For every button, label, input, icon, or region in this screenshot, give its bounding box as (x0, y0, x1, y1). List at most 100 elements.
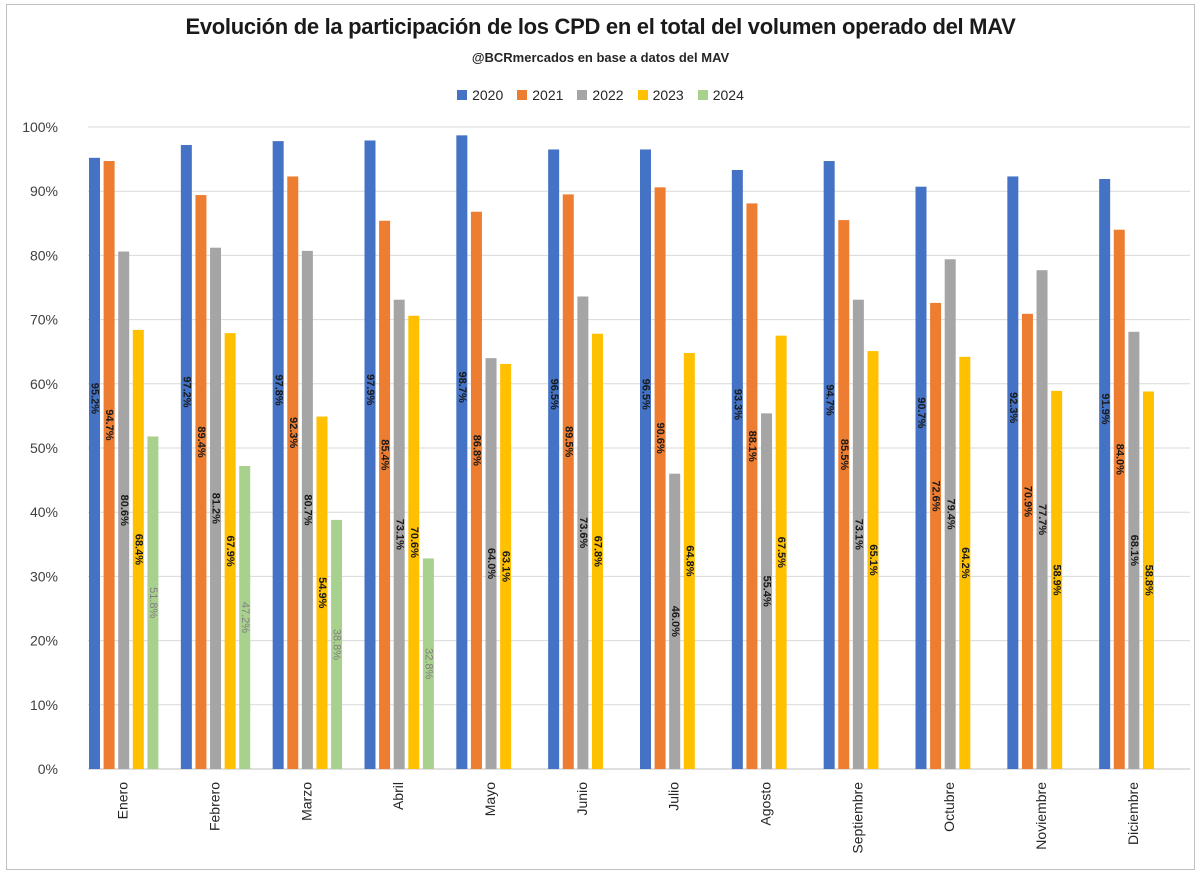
bar-2023-julio (683, 352, 695, 769)
x-axis: Enero Febrero Marzo Abril Mayo Junio Julio Agos… (115, 782, 1141, 854)
bar-2022-mayo (485, 358, 497, 769)
x-tick-label: Octubre (941, 782, 957, 832)
bar-2020-marzo (272, 141, 284, 769)
bar-2023-febrero (224, 333, 236, 769)
data-label: 79.4% (944, 499, 956, 530)
legend-label-2021: 2021 (532, 87, 564, 103)
y-tick-label: 30% (30, 568, 58, 584)
data-label: 64.8% (683, 545, 695, 576)
data-label: 38.8% (331, 629, 343, 660)
data-label: 97.8% (272, 374, 284, 405)
legend-item-2023: 2023 (637, 87, 684, 103)
data-label: 95.2% (89, 383, 101, 414)
bar-2022-junio (577, 296, 589, 769)
bar-2021-julio (654, 187, 666, 769)
data-label: 55.4% (761, 576, 773, 607)
data-label: 81.2% (210, 493, 222, 524)
bar-2022-diciembre (1128, 331, 1140, 769)
y-tick-label: 90% (30, 183, 58, 199)
data-label: 94.7% (103, 409, 115, 440)
data-label: 63.1% (500, 551, 512, 582)
data-label: 73.1% (393, 519, 405, 550)
legend-item-2024: 2024 (697, 87, 744, 103)
bar-2023-enero (132, 329, 144, 769)
data-label: 84.0% (1113, 444, 1125, 475)
data-label: 97.9% (364, 374, 376, 405)
legend-swatch-2022 (577, 90, 588, 100)
data-label: 96.5% (640, 379, 652, 410)
legend-label-2024: 2024 (712, 87, 744, 103)
legend-label-2022: 2022 (592, 87, 624, 103)
data-label: 80.7% (301, 494, 313, 525)
data-label: 68.1% (1128, 535, 1140, 566)
data-label: 67.8% (592, 536, 604, 567)
data-label: 85.4% (379, 439, 391, 470)
bar-2023-marzo (316, 416, 328, 769)
bar-2020-septiembre (823, 161, 835, 769)
x-tick-label: Marzo (298, 782, 314, 821)
bar-2023-abril (408, 315, 420, 769)
bar-2020-diciembre (1099, 179, 1111, 769)
y-tick-label: 10% (30, 697, 58, 713)
x-tick-label: Febrero (206, 782, 222, 831)
data-label: 94.7% (823, 384, 835, 415)
bar-2020-noviembre (1007, 176, 1019, 769)
x-tick-label: Junio (574, 782, 590, 816)
legend-swatch-2021 (517, 90, 528, 100)
data-label: 64.0% (485, 548, 497, 579)
x-tick-label: Mayo (482, 782, 498, 816)
legend-item-2020: 2020 (457, 87, 503, 103)
data-label: 90.6% (654, 423, 666, 454)
bar-2021-mayo (470, 211, 482, 769)
legend-swatch-2020 (457, 90, 468, 100)
legend-label-2020: 2020 (472, 87, 504, 103)
bar-2022-septiembre (852, 299, 864, 769)
x-tick-label: Diciembre (1125, 782, 1141, 845)
data-labels: 95.2%94.7%80.6%68.4%51.8%97.2%89.4%81.2%… (89, 372, 1155, 680)
data-label: 90.7% (915, 397, 927, 428)
bar-2023-octubre (959, 356, 971, 769)
bars (89, 135, 1154, 770)
data-label: 93.3% (731, 389, 743, 420)
bar-2024-febrero (239, 465, 251, 769)
legend-item-2022: 2022 (577, 87, 624, 103)
bar-2020-enero (89, 157, 100, 770)
y-tick-label: 80% (30, 247, 58, 263)
data-label: 88.1% (746, 431, 758, 462)
data-label: 98.7% (456, 372, 468, 403)
data-label: 73.1% (852, 519, 864, 550)
data-label: 47.2% (239, 602, 251, 633)
data-label: 80.6% (118, 495, 130, 526)
x-tick-label: Enero (115, 782, 131, 820)
data-label: 86.8% (471, 435, 483, 466)
bar-2021-octubre (930, 302, 942, 769)
bar-2022-agosto (761, 413, 773, 769)
y-tick-label: 0% (38, 761, 58, 777)
bar-2021-noviembre (1021, 313, 1033, 769)
bar-2022-marzo (301, 250, 313, 769)
chart-title: Evolución de la participación de los CPD… (185, 14, 1016, 39)
data-label: 91.9% (1099, 393, 1111, 424)
bar-2022-julio (669, 473, 681, 769)
bar-2021-febrero (195, 195, 207, 769)
data-label: 32.8% (422, 648, 434, 679)
bar-2021-junio (562, 194, 574, 769)
data-label: 65.1% (867, 544, 879, 575)
data-label: 67.9% (224, 535, 236, 566)
y-tick-label: 100% (22, 119, 58, 135)
bar-2021-diciembre (1113, 229, 1125, 770)
bar-2024-enero (147, 436, 159, 769)
bar-2023-junio (591, 333, 603, 769)
bar-2021-agosto (746, 203, 758, 769)
y-tick-label: 40% (30, 504, 58, 520)
legend-swatch-2023 (637, 90, 648, 100)
bar-2022-noviembre (1036, 270, 1048, 769)
bar-2022-octubre (944, 259, 956, 769)
bar-2020-abril (364, 140, 376, 769)
bar-2022-enero (118, 251, 130, 770)
data-label: 68.4% (132, 534, 144, 565)
data-label: 64.2% (959, 547, 971, 578)
bar-2024-marzo (331, 519, 343, 769)
bar-2020-junio (548, 149, 560, 770)
